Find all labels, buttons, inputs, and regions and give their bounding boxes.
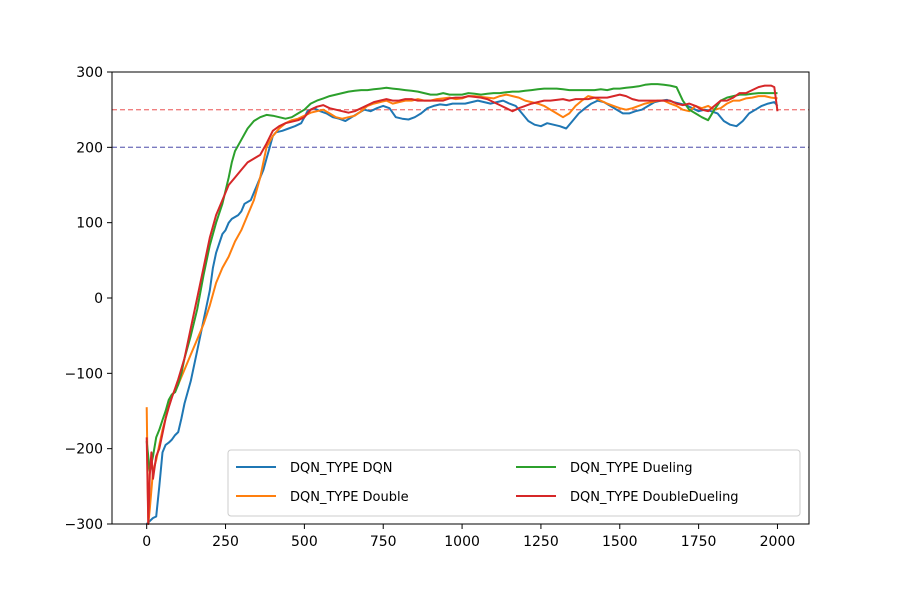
x-tick-label: 1250 (523, 534, 559, 550)
legend-label-dqn-type-dqn: DQN_TYPE DQN (290, 461, 393, 476)
legend-label-dqn-type-dueling: DQN_TYPE Dueling (570, 461, 693, 476)
x-tick-label: 1000 (444, 534, 480, 550)
x-tick-label: 0 (142, 534, 151, 550)
x-tick-label: 750 (370, 534, 397, 550)
series-line-dqn-type-dueling (145, 83, 778, 473)
x-tick-label: 1500 (602, 534, 638, 550)
series-layer (145, 83, 779, 525)
x-tick-label: 250 (212, 534, 239, 550)
y-tick-label: −300 (65, 517, 103, 533)
series-line-dqn-type-doubledueling (145, 84, 779, 525)
x-tick-label: 500 (291, 534, 318, 550)
y-tick-label: 300 (76, 65, 103, 81)
x-axis: 0 250 500 750 1000 1250 1500 1750 2000 (142, 524, 795, 550)
x-tick-label: 2000 (760, 534, 796, 550)
legend-box (227, 449, 801, 517)
y-tick-label: −100 (65, 366, 103, 382)
y-axis: −300 −200 −100 0 100 200 300 (65, 65, 112, 533)
y-tick-label: 200 (76, 140, 103, 156)
reference-lines (112, 109, 809, 148)
x-tick-label: 1750 (681, 534, 717, 550)
y-tick-label: −200 (65, 442, 103, 458)
legend: DQN_TYPE DQN DQN_TYPE Dueling DQN_TYPE Dou… (227, 449, 801, 517)
legend-label-dqn-type-double: DQN_TYPE Double (290, 490, 409, 505)
y-tick-label: 100 (76, 216, 103, 232)
y-tick-label: 0 (94, 291, 103, 307)
legend-label-dqn-type-doubledueling: DQN_TYPE DoubleDueling (570, 490, 739, 505)
